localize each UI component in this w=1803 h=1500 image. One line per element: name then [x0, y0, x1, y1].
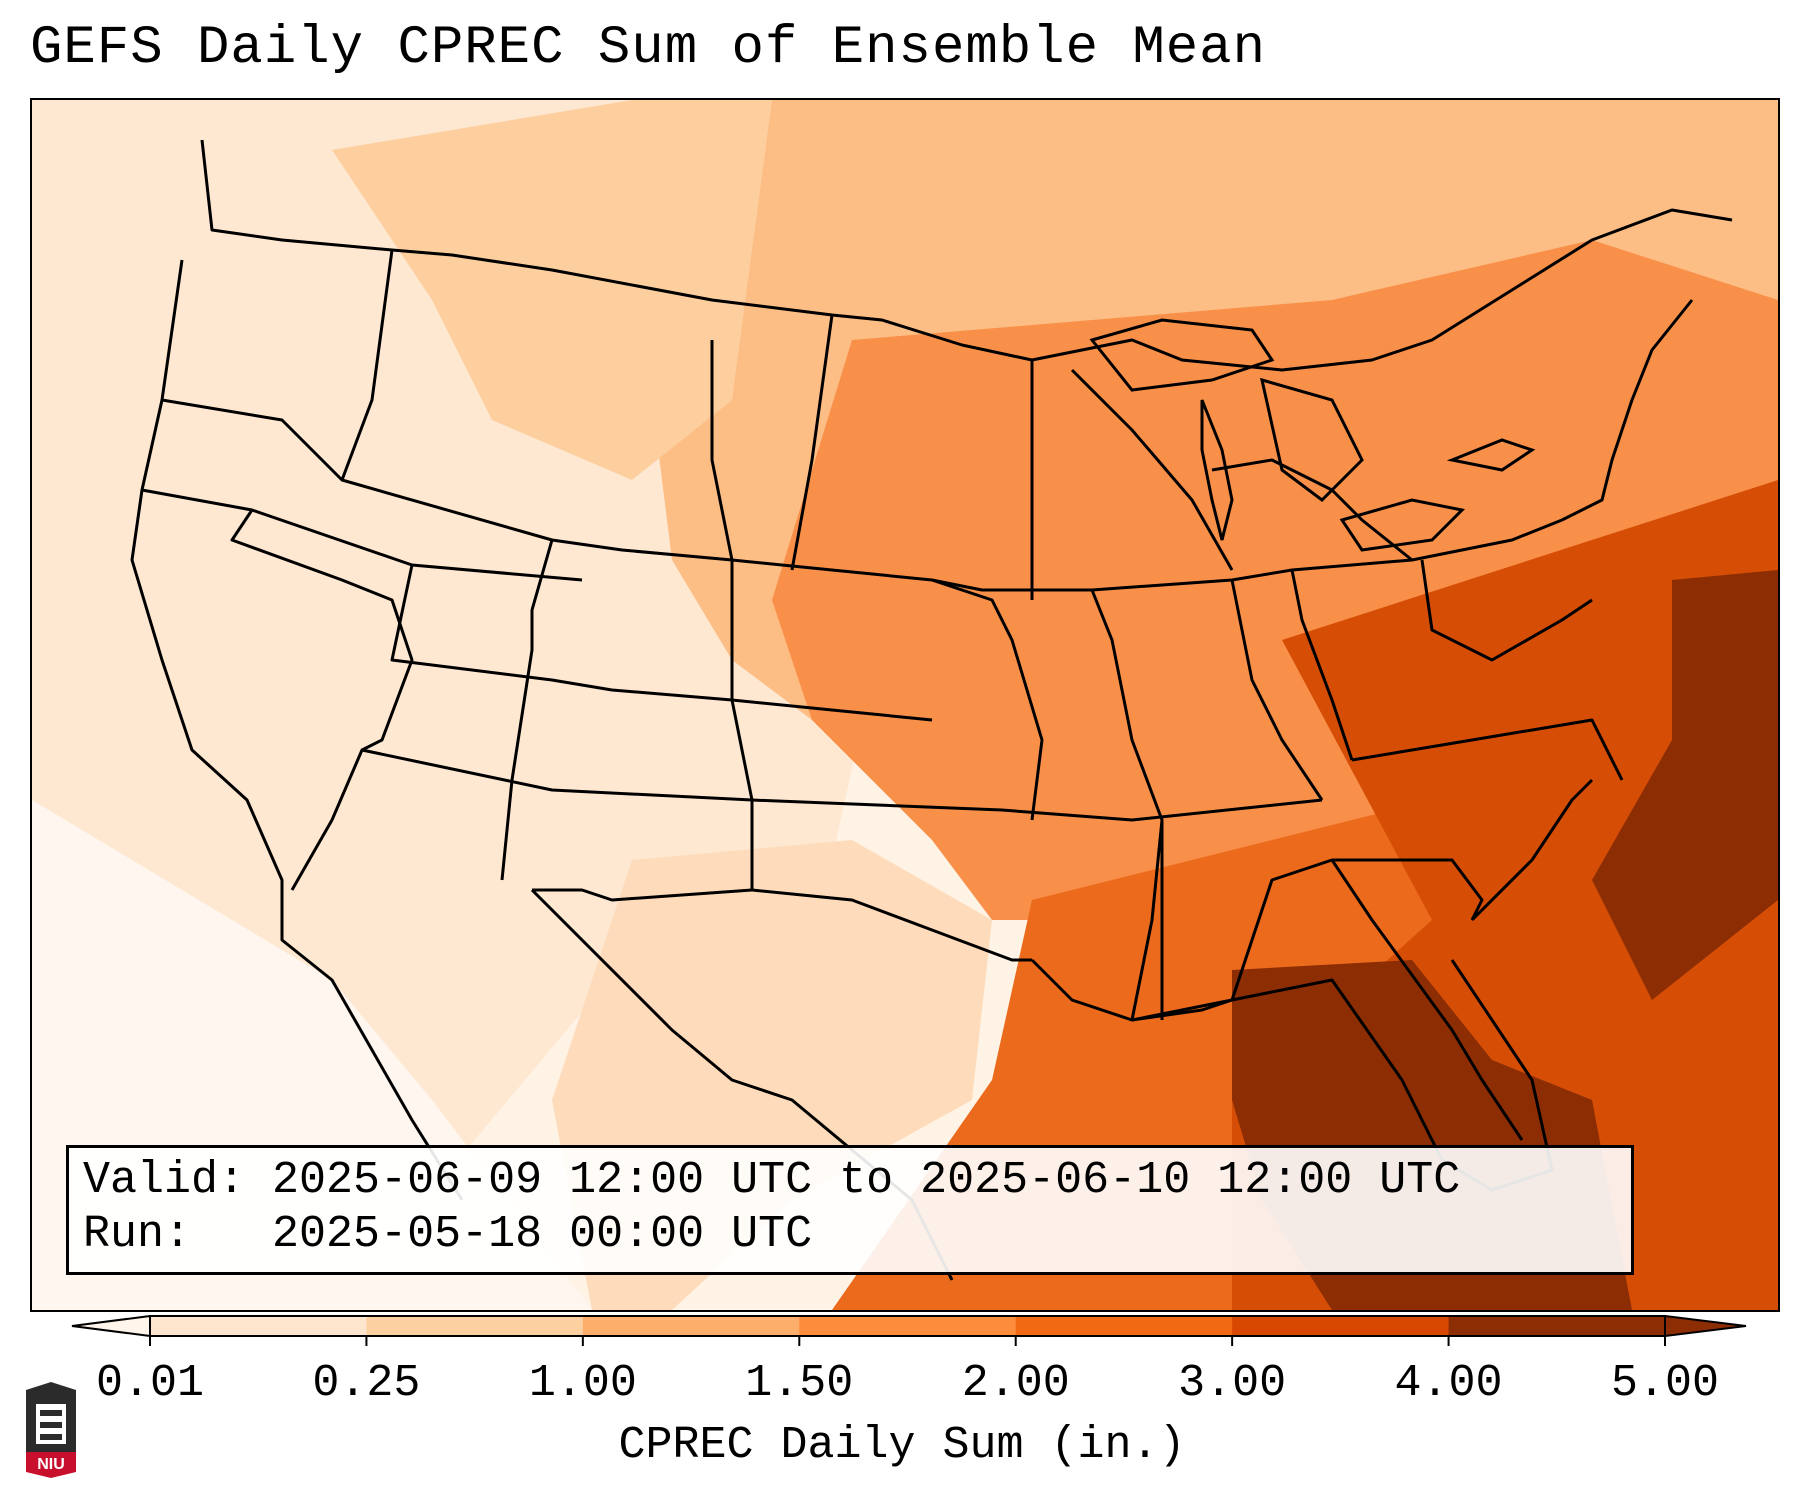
colorbar-segment	[582, 1316, 800, 1336]
colorbar-tick-label: 4.00	[1394, 1358, 1503, 1409]
colorbar-segment	[1448, 1316, 1666, 1336]
niu-logo-icon: NIU	[26, 1382, 76, 1478]
great-lakes	[1089, 318, 1536, 552]
colorbar-segment	[1015, 1316, 1233, 1336]
colorbar-segment	[1232, 1316, 1450, 1336]
colorbar-tick-label: 1.00	[528, 1358, 637, 1409]
logo-text: NIU	[37, 1456, 65, 1473]
colorbar-tick-label: 0.25	[312, 1358, 421, 1409]
valid-label: Valid:	[83, 1155, 246, 1206]
colorbar-tick-label: 1.50	[745, 1358, 854, 1409]
precip-map	[30, 98, 1780, 1312]
colorbar-segments	[149, 1315, 1666, 1337]
run-value: 2025-05-18 00:00 UTC	[272, 1209, 813, 1260]
map-title: GEFS Daily CPREC Sum of Ensemble Mean	[30, 18, 1266, 79]
colorbar-segment	[150, 1316, 367, 1336]
colorbar	[71, 1314, 1747, 1346]
colorbar-segment	[799, 1316, 1017, 1336]
colorbar-label: CPREC Daily Sum (in.)	[618, 1420, 1186, 1471]
colorbar-ticks	[149, 1336, 1666, 1346]
run-label: Run:	[83, 1209, 192, 1260]
colorbar-tick-label: 5.00	[1610, 1358, 1720, 1409]
colorbar-extend-right	[1664, 1314, 1747, 1338]
precip-field-north	[332, 100, 772, 480]
precip-max-atlantic	[1592, 570, 1778, 1000]
valid-info-box: Valid: 2025-06-09 12:00 UTC to 2025-06-1…	[66, 1145, 1634, 1275]
colorbar-tick-label: 0.01	[95, 1358, 205, 1409]
valid-value: 2025-06-09 12:00 UTC to 2025-06-10 12:00…	[272, 1155, 1461, 1206]
colorbar-segment	[366, 1316, 584, 1336]
colorbar-tick-label: 3.00	[1178, 1358, 1287, 1409]
colorbar-extend-left	[71, 1314, 151, 1338]
colorbar-tick-label: 2.00	[961, 1358, 1070, 1409]
precip-map-canvas	[32, 100, 1778, 1310]
